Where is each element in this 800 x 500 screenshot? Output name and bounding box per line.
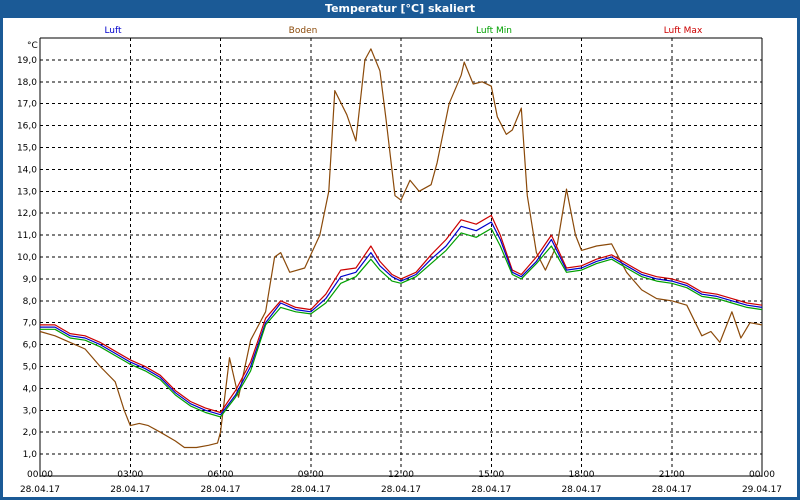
y-tick-label: 17,0 [17,100,37,110]
y-tick-label: 9,0 [23,275,38,285]
y-tick-label: 12,0 [17,209,37,219]
x-tick-date: 28.04.17 [200,485,240,495]
y-tick-label: 5,0 [23,363,38,373]
series-line-boden [39,48,763,449]
y-tick-label: 8,0 [23,297,38,307]
x-tick-date: 28.04.17 [110,485,150,495]
y-tick-label: 14,0 [17,165,37,175]
window-title: Temperatur [°C] skaliert [325,2,475,15]
legend-luft-min: Luft Min [476,26,512,36]
x-tick-time: 03:00 [117,470,143,480]
frame-bottom [0,497,800,500]
y-axis-unit: °C [27,41,38,51]
y-tick-label: 18,0 [17,78,37,88]
x-tick-time: 06:00 [208,470,234,480]
temperature-chart: Luft Boden Luft Min Luft Max °C 1,0 2,0 3,0 4,0 5… [0,18,800,500]
y-tick-label: 7,0 [23,319,38,329]
y-tick-label: 6,0 [23,341,38,351]
series-line-luft [40,221,763,416]
y-tick-label: 10,0 [17,253,37,263]
frame-right [797,18,800,500]
chart-background [0,18,800,500]
title-bar: Temperatur [°C] skaliert [0,0,800,18]
y-tick-label: 2,0 [23,428,38,438]
y-tick-label: 19,0 [17,56,37,66]
x-tick-time: 18:00 [569,470,595,480]
y-tick-label: 1,0 [23,450,38,460]
legend-boden: Boden [289,26,318,36]
x-tick-time: 21:00 [659,470,685,480]
x-tick-date: 28.04.17 [20,485,60,495]
x-tick-date: 29.04.17 [742,485,782,495]
y-tick-label: 13,0 [17,187,37,197]
x-tick-date: 28.04.17 [561,485,601,495]
y-tick-label: 11,0 [17,231,37,241]
y-tick-label: 4,0 [23,384,38,394]
x-tick-date: 28.04.17 [381,485,421,495]
x-tick-time: 15:00 [478,470,504,480]
series-line-luft-max [40,214,763,414]
x-tick-time: 12:00 [388,470,414,480]
y-tick-label: 15,0 [17,144,37,154]
x-tick-date: 28.04.17 [471,485,511,495]
legend-luft: Luft [104,26,122,36]
x-tick-date: 28.04.17 [291,485,331,495]
legend-luft-max: Luft Max [664,26,703,36]
series-line-luft-min [40,227,763,418]
frame-left [0,18,3,500]
y-tick-label: 16,0 [17,122,37,132]
y-tick-label: 3,0 [23,406,38,416]
x-tick-time: 09:00 [298,470,324,480]
x-tick-date: 28.04.17 [652,485,692,495]
